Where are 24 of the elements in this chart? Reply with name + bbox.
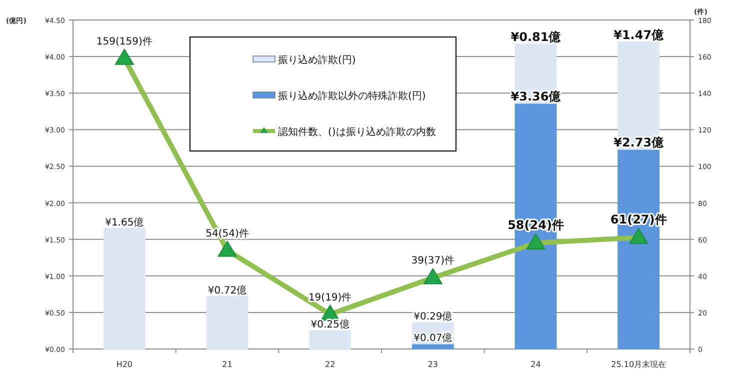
data-label: 19(19)件 bbox=[308, 292, 352, 304]
data-label: ¥0.25億 bbox=[310, 318, 350, 331]
bar bbox=[309, 330, 352, 350]
x-tick-label: 25.10月末現在 bbox=[611, 360, 666, 369]
data-label: ¥1.65億 bbox=[105, 216, 144, 228]
data-label: ¥0.72億 bbox=[208, 284, 247, 296]
legend-label: 認知件数、()は振り込め詐欺の内数 bbox=[278, 126, 436, 138]
legend-label: 振り込め詐欺以外の特殊詐欺(円) bbox=[278, 90, 426, 102]
data-label: 39(37)件 bbox=[411, 256, 455, 267]
data-label: ¥0.07億 bbox=[414, 332, 452, 344]
data-label: 159(159)件 bbox=[96, 36, 152, 48]
data-label: ¥3.36億 bbox=[510, 89, 562, 104]
x-tick-label: 21 bbox=[222, 360, 232, 369]
data-label: ¥1.47億 bbox=[614, 28, 665, 42]
bar bbox=[103, 228, 146, 350]
x-tick-label: 24 bbox=[530, 360, 541, 369]
x-tick-label: 23 bbox=[428, 360, 438, 369]
bar bbox=[206, 296, 248, 350]
x-tick-label: H20 bbox=[116, 360, 133, 369]
legend-label: 振り込め詐欺(円) bbox=[278, 54, 356, 66]
data-label: ¥2.73億 bbox=[614, 135, 665, 150]
x-tick-label: 22 bbox=[324, 360, 336, 369]
data-label: ¥0.81億 bbox=[510, 30, 562, 44]
data-label: ¥0.29億 bbox=[414, 310, 452, 323]
